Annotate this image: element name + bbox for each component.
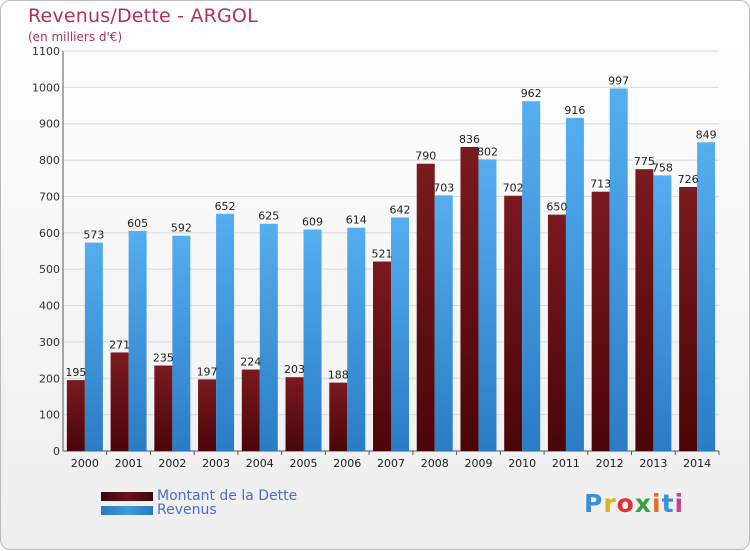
bar-revenus: [172, 235, 191, 451]
y-tick-label: 500: [39, 263, 60, 276]
bar-dette: [198, 379, 217, 451]
data-label-dette: 775: [634, 155, 655, 168]
x-tick-label: 2001: [115, 457, 143, 470]
data-label-dette: 650: [546, 201, 567, 214]
data-label-dette: 197: [197, 365, 218, 378]
proxiti-logo: Proxiti: [584, 489, 685, 518]
y-tick-label: 200: [39, 372, 60, 385]
data-label-dette: 726: [678, 173, 699, 186]
data-label-revenus: 605: [127, 217, 148, 230]
legend-swatch-revenus: [101, 505, 153, 515]
bar-dette: [547, 214, 566, 451]
bar-dette: [154, 365, 173, 451]
legend-item-revenus: Revenus: [101, 501, 217, 519]
bar-dette: [416, 163, 435, 451]
x-tick-label: 2012: [596, 457, 624, 470]
y-tick-label: 700: [39, 190, 60, 203]
data-label-dette: 224: [240, 356, 261, 369]
y-tick-label: 600: [39, 227, 60, 240]
data-label-revenus: 849: [696, 128, 717, 141]
x-tick-label: 2008: [421, 457, 449, 470]
data-label-dette: 702: [503, 182, 524, 195]
bar-dette: [504, 195, 523, 451]
data-label-dette: 836: [459, 133, 480, 146]
x-tick-label: 2006: [333, 457, 361, 470]
bar-revenus: [434, 195, 453, 451]
data-label-revenus: 916: [564, 104, 585, 117]
y-tick-label: 300: [39, 336, 60, 349]
data-label-revenus: 614: [346, 214, 367, 227]
chart-subtitle: (en milliers d'€): [28, 30, 123, 44]
bar-revenus: [84, 242, 103, 451]
bar-revenus: [303, 229, 322, 451]
x-tick-label: 2009: [464, 457, 492, 470]
bar-revenus: [478, 159, 497, 451]
bar-dette: [110, 352, 129, 451]
y-tick-label: 900: [39, 118, 60, 131]
bar-revenus: [216, 213, 235, 451]
y-tick-label: 100: [39, 409, 60, 422]
bar-revenus: [697, 142, 716, 452]
data-label-dette: 790: [415, 150, 436, 163]
chart-title: Revenus/Dette - ARGOL: [28, 5, 258, 27]
x-tick-label: 2000: [71, 457, 99, 470]
bar-dette: [460, 147, 479, 451]
data-label-revenus: 703: [433, 181, 454, 194]
data-label-revenus: 592: [171, 222, 192, 235]
x-tick-label: 2010: [508, 457, 536, 470]
data-label-revenus: 609: [302, 216, 323, 229]
data-label-revenus: 962: [521, 87, 542, 100]
bar-dette: [66, 380, 85, 451]
bar-revenus: [565, 117, 584, 451]
bar-dette: [241, 369, 260, 451]
bar-revenus: [391, 217, 409, 451]
data-label-dette: 521: [372, 248, 393, 261]
bar-revenus: [653, 175, 672, 451]
legend-swatch-dette: [101, 491, 153, 501]
bar-revenus: [347, 227, 366, 451]
bar-dette: [635, 169, 654, 451]
data-label-dette: 203: [284, 363, 305, 376]
legend-label-dette: Montant de la Dette: [157, 488, 298, 504]
y-tick-label: 1000: [32, 81, 60, 94]
data-label-revenus: 573: [83, 229, 104, 242]
data-label-revenus: 758: [652, 161, 673, 174]
x-tick-label: 2007: [377, 457, 405, 470]
y-tick-label: 0: [53, 445, 60, 458]
y-tick-label: 1100: [32, 45, 60, 58]
data-label-dette: 188: [328, 369, 349, 382]
bar-dette: [285, 377, 304, 451]
bar-dette: [591, 191, 610, 451]
data-label-revenus: 802: [477, 145, 498, 158]
y-tick-label: 800: [39, 154, 60, 167]
y-tick-label: 400: [39, 300, 60, 313]
data-label-revenus: 642: [390, 204, 411, 217]
bar-revenus: [609, 88, 628, 452]
x-tick-label: 2013: [639, 457, 667, 470]
bar-revenus: [522, 101, 541, 451]
x-tick-label: 2011: [552, 457, 580, 470]
data-label-revenus: 625: [258, 210, 279, 223]
x-tick-label: 2002: [158, 457, 186, 470]
bar-dette: [679, 187, 698, 451]
legend-label-revenus: Revenus: [157, 502, 217, 518]
x-tick-label: 2003: [202, 457, 230, 470]
legend-item-dette: Montant de la Dette: [101, 487, 297, 505]
bar-revenus: [128, 231, 147, 451]
data-label-dette: 195: [65, 366, 86, 379]
x-tick-label: 2005: [290, 457, 318, 470]
data-label-revenus: 652: [215, 200, 236, 213]
bar-dette: [329, 382, 348, 451]
bar-revenus: [259, 223, 278, 451]
data-label-dette: 235: [153, 352, 174, 365]
data-label-dette: 713: [590, 178, 611, 191]
data-label-dette: 271: [109, 338, 130, 351]
x-tick-label: 2004: [246, 457, 274, 470]
x-tick-label: 2014: [683, 457, 711, 470]
data-label-revenus: 997: [608, 74, 629, 87]
bar-dette: [373, 261, 391, 451]
